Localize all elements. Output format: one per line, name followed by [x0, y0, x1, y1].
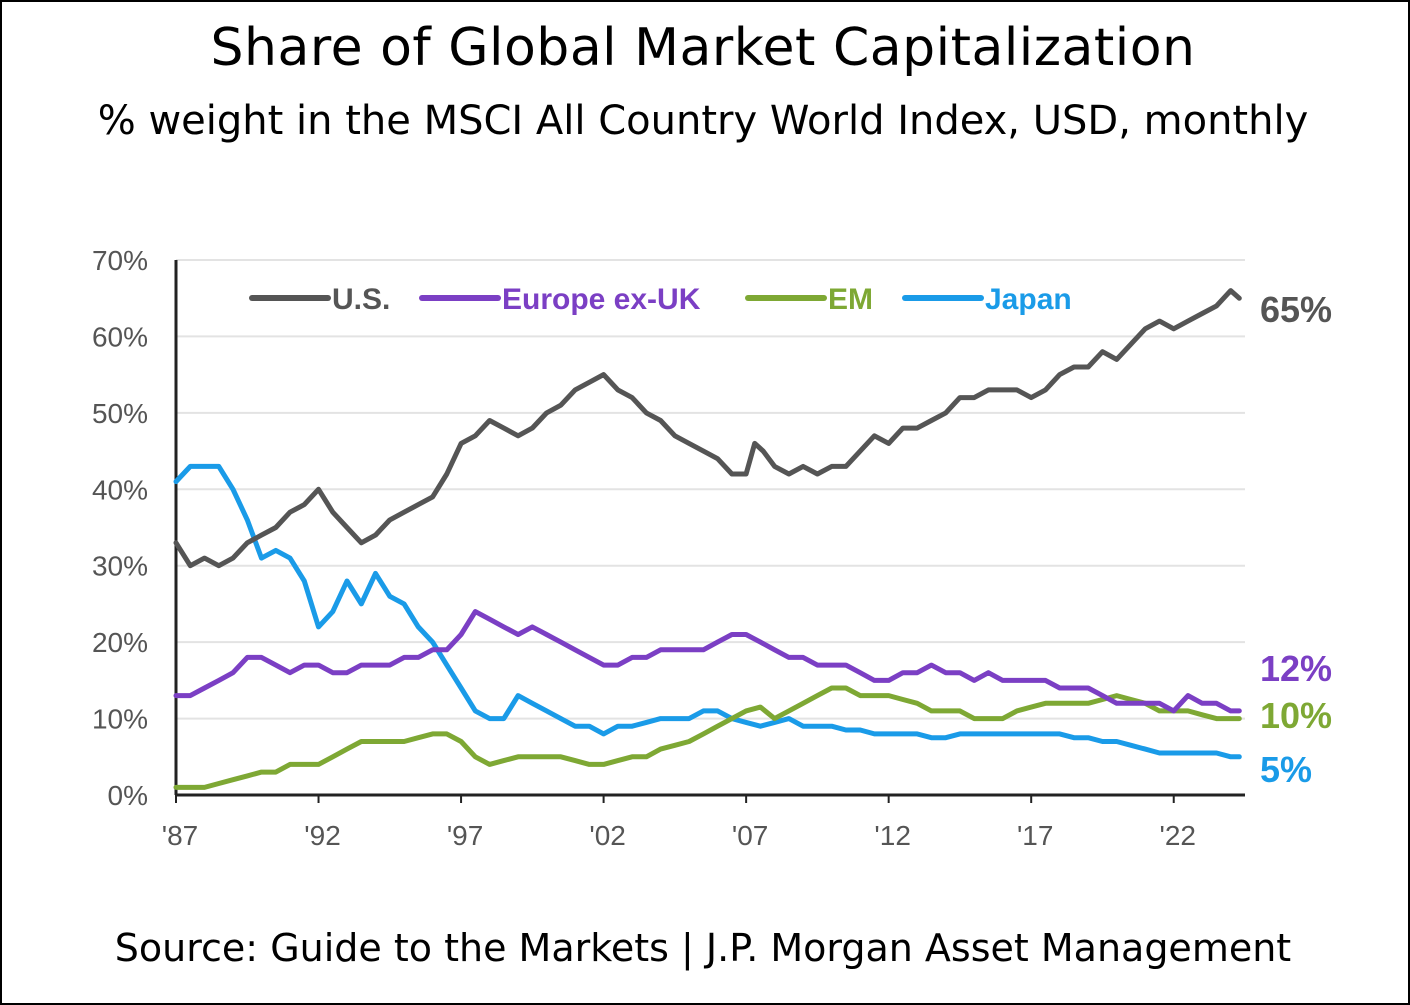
y-tick-label: 30% — [92, 551, 148, 582]
x-tick-label: '87 — [162, 820, 199, 851]
end-label-u-s: 65% — [1260, 289, 1332, 330]
x-tick-label: '12 — [874, 820, 911, 851]
end-labels: 65% 12% 10% 5% — [1260, 289, 1332, 790]
x-tick-label: '92 — [304, 820, 341, 851]
legend-label-europe-ex-uk: Europe ex-UK — [502, 283, 701, 316]
legend-label-u-s: U.S. — [332, 283, 390, 316]
x-tick-label: '07 — [732, 820, 769, 851]
y-tick-label: 50% — [92, 398, 148, 429]
series-line-em — [173, 685, 1242, 790]
x-tick-label: '17 — [1017, 820, 1054, 851]
series-line-japan — [173, 463, 1242, 760]
series-line-u-s — [173, 288, 1242, 569]
y-axis-ticks: 0% 10% 20% 30% 40% 50% 60% 70% — [92, 245, 148, 811]
legend: U.S. Europe ex-UK EM Japan — [249, 283, 1072, 316]
legend-label-japan: Japan — [985, 283, 1072, 316]
y-tick-label: 0% — [108, 780, 148, 811]
y-tick-label: 60% — [92, 321, 148, 352]
x-tick-label: '02 — [589, 820, 626, 851]
chart-title: Share of Global Market Capitalization — [210, 18, 1196, 78]
end-label-em: 10% — [1260, 695, 1332, 736]
x-tick-label: '22 — [1159, 820, 1196, 851]
legend-label-em: EM — [828, 283, 873, 316]
y-tick-label: 10% — [92, 704, 148, 735]
y-tick-label: 20% — [92, 627, 148, 658]
end-label-europe-ex-uk: 12% — [1260, 648, 1332, 689]
gridlines — [176, 259, 1245, 720]
x-tick-label: '97 — [447, 820, 484, 851]
series-lines — [173, 288, 1242, 790]
x-axis-ticks: '87 '92 '97 '02 '07 '12 '17 '22 — [162, 795, 1196, 851]
y-tick-label: 70% — [92, 245, 148, 276]
y-tick-label: 40% — [92, 474, 148, 505]
series-line-europe-ex-uk — [173, 609, 1242, 714]
source-line: Source: Guide to the Markets | J.P. Morg… — [0, 926, 1406, 970]
end-label-japan: 5% — [1260, 749, 1312, 790]
chart-subtitle: % weight in the MSCI All Country World I… — [97, 98, 1309, 144]
source-text: Guide to the Markets | J.P. Morgan Asset… — [258, 926, 1292, 970]
axes — [174, 260, 1245, 797]
source-label: Source: — [114, 926, 259, 970]
